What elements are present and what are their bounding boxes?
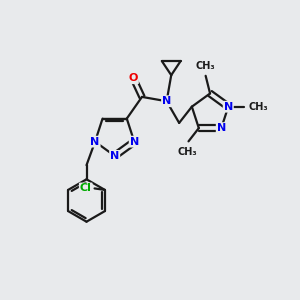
Text: N: N (162, 96, 171, 106)
Text: N: N (110, 151, 119, 161)
Text: N: N (130, 136, 139, 147)
Text: Cl: Cl (80, 183, 92, 194)
Text: N: N (217, 123, 226, 133)
Text: N: N (224, 102, 233, 112)
Text: N: N (90, 136, 100, 147)
Text: O: O (129, 73, 138, 83)
Text: CH₃: CH₃ (249, 102, 268, 112)
Text: CH₃: CH₃ (177, 147, 197, 157)
Text: CH₃: CH₃ (196, 61, 215, 70)
